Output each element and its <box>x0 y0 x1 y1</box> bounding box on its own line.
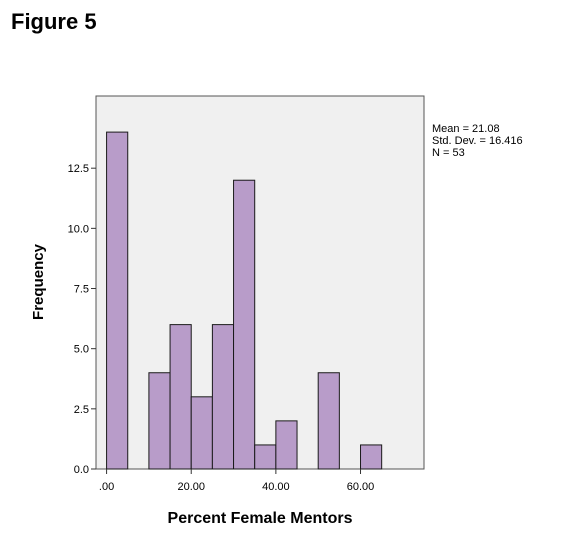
x-tick-label: .00 <box>99 481 114 493</box>
x-axis: .00 20.00 40.00 60.00 <box>99 469 374 493</box>
stat-n: N = 53 <box>432 147 465 159</box>
histogram-bar <box>233 179 256 470</box>
histogram-bar <box>254 444 277 470</box>
y-tick-label: 12.5 <box>68 163 89 175</box>
y-tick-label: 7.5 <box>74 284 89 296</box>
x-tick-label: 60.00 <box>347 481 375 493</box>
histogram-bar <box>211 324 235 470</box>
y-axis-label: Frequency <box>30 243 47 320</box>
y-tick-label: 0.0 <box>74 464 89 476</box>
histogram-bar <box>169 324 192 470</box>
y-tick-label: 2.5 <box>74 404 89 416</box>
x-tick-label: 40.00 <box>262 481 290 493</box>
stat-std-dev: Std. Dev. = 16.416 <box>432 135 523 147</box>
y-tick-label: 10.0 <box>68 223 89 235</box>
histogram-bar <box>360 444 383 470</box>
x-tick-label: 20.00 <box>177 481 205 493</box>
plot-area <box>95 95 425 470</box>
histogram-bar <box>190 396 213 470</box>
x-axis-label: Percent Female Mentors <box>168 510 353 527</box>
histogram-bar <box>317 372 340 470</box>
bars-group <box>106 131 383 470</box>
histogram-bar <box>148 372 171 470</box>
y-tick-label: 5.0 <box>74 344 89 356</box>
summary-stats: Mean = 21.08 Std. Dev. = 16.416 N = 53 <box>432 123 523 159</box>
histogram-bar <box>275 420 298 470</box>
y-axis: 0.0 2.5 5.0 7.5 10.0 12.5 <box>68 163 96 476</box>
figure-title: Figure 5 <box>11 9 97 34</box>
stat-mean: Mean = 21.08 <box>432 123 500 135</box>
histogram-bar <box>106 131 129 470</box>
